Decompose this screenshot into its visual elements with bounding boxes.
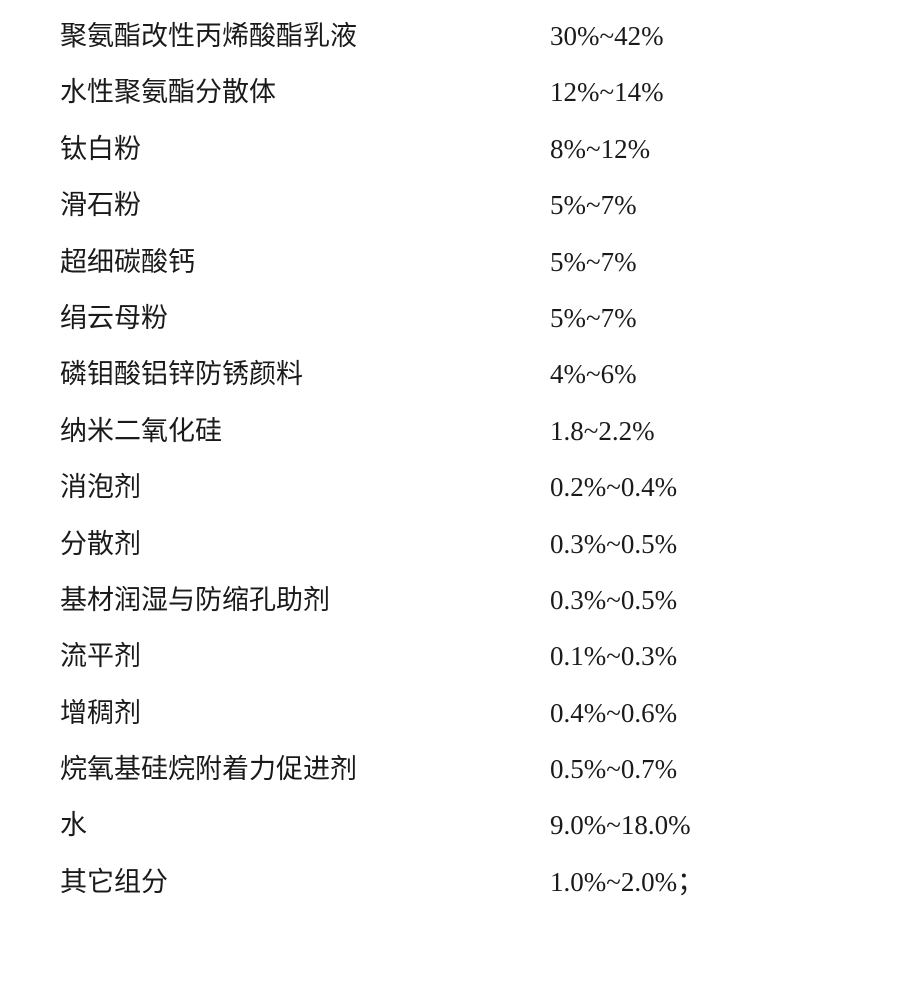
table-row: 流平剂 0.1%~0.3%: [60, 640, 863, 672]
ingredient-value: 0.4%~0.6%: [550, 697, 677, 729]
ingredient-value: 9.0%~18.0%: [550, 809, 691, 841]
table-row: 纳米二氧化硅 1.8~2.2%: [60, 415, 863, 447]
table-row: 其它组分 1.0%~2.0%；: [60, 866, 863, 898]
table-row: 滑石粉 5%~7%: [60, 189, 863, 221]
ingredient-label: 纳米二氧化硅: [60, 415, 550, 447]
table-row: 钛白粉 8%~12%: [60, 133, 863, 165]
table-row: 水 9.0%~18.0%: [60, 809, 863, 841]
ingredient-label: 消泡剂: [60, 471, 550, 503]
ingredient-value: 0.5%~0.7%: [550, 753, 677, 785]
ingredient-value: 0.3%~0.5%: [550, 584, 677, 616]
ingredient-label: 基材润湿与防缩孔助剂: [60, 584, 550, 616]
ingredient-value: 4%~6%: [550, 358, 637, 390]
table-row: 基材润湿与防缩孔助剂 0.3%~0.5%: [60, 584, 863, 616]
ingredient-value: 5%~7%: [550, 302, 637, 334]
ingredient-value: 30%~42%: [550, 20, 664, 52]
ingredient-label: 磷钼酸铝锌防锈颜料: [60, 358, 550, 390]
ingredient-value: 1.8~2.2%: [550, 415, 655, 447]
table-row: 绢云母粉 5%~7%: [60, 302, 863, 334]
ingredient-label: 烷氧基硅烷附着力促进剂: [60, 753, 550, 785]
ingredient-label: 其它组分: [60, 866, 550, 898]
ingredient-value: 0.1%~0.3%: [550, 640, 677, 672]
table-row: 消泡剂 0.2%~0.4%: [60, 471, 863, 503]
ingredient-label: 增稠剂: [60, 697, 550, 729]
table-row: 增稠剂 0.4%~0.6%: [60, 697, 863, 729]
ingredient-label: 水性聚氨酯分散体: [60, 76, 550, 108]
ingredient-value: 0.3%~0.5%: [550, 528, 677, 560]
ingredient-label: 分散剂: [60, 528, 550, 560]
table-row: 磷钼酸铝锌防锈颜料 4%~6%: [60, 358, 863, 390]
composition-table: 聚氨酯改性丙烯酸酯乳液 30%~42% 水性聚氨酯分散体 12%~14% 钛白粉…: [0, 0, 923, 942]
table-row: 水性聚氨酯分散体 12%~14%: [60, 76, 863, 108]
ingredient-value: 5%~7%: [550, 189, 637, 221]
ingredient-label: 超细碳酸钙: [60, 246, 550, 278]
table-row: 超细碳酸钙 5%~7%: [60, 246, 863, 278]
ingredient-value: 0.2%~0.4%: [550, 471, 677, 503]
table-row: 烷氧基硅烷附着力促进剂 0.5%~0.7%: [60, 753, 863, 785]
ingredient-label: 流平剂: [60, 640, 550, 672]
ingredient-label: 聚氨酯改性丙烯酸酯乳液: [60, 20, 550, 52]
ingredient-label: 滑石粉: [60, 189, 550, 221]
ingredient-value: 12%~14%: [550, 76, 664, 108]
ingredient-value: 8%~12%: [550, 133, 650, 165]
ingredient-label: 钛白粉: [60, 133, 550, 165]
ingredient-label: 绢云母粉: [60, 302, 550, 334]
ingredient-label: 水: [60, 809, 550, 841]
table-row: 聚氨酯改性丙烯酸酯乳液 30%~42%: [60, 20, 863, 52]
ingredient-value: 5%~7%: [550, 246, 637, 278]
ingredient-value: 1.0%~2.0%；: [550, 866, 704, 898]
table-row: 分散剂 0.3%~0.5%: [60, 528, 863, 560]
